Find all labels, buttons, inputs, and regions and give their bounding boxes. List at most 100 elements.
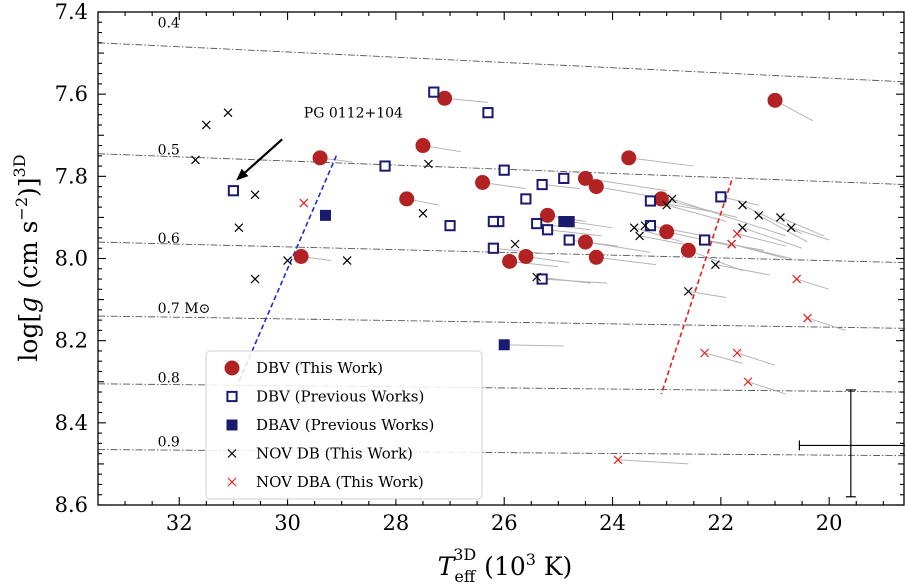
evo-line-1-1: [720, 196, 759, 206]
ytick-label-3: 8.0: [55, 247, 88, 271]
point-3-12: [629, 223, 639, 233]
point-4-0: [299, 198, 309, 208]
point-1-17: [699, 234, 711, 246]
point-3-24: [662, 200, 672, 210]
evo-line-3-3: [742, 227, 803, 249]
evo-line-3-5: [791, 227, 830, 241]
point-1-7: [520, 193, 532, 205]
point-1-12: [487, 215, 499, 228]
mass-label-5: 0.9: [158, 434, 180, 450]
evo-line-2-0: [569, 221, 613, 229]
point-4-3: [792, 274, 802, 284]
point-3-2: [191, 155, 200, 165]
xtick-label-0: 32: [166, 511, 193, 535]
point-3-8: [423, 159, 433, 169]
point-0-16: [502, 253, 518, 269]
point-2-0: [319, 209, 331, 221]
legend-marker-2: [226, 419, 238, 431]
point-0-0: [437, 90, 453, 106]
point-4-6: [732, 348, 742, 358]
evo-line-0-13: [688, 249, 743, 272]
point-3-18: [738, 200, 747, 210]
point-4-4: [803, 313, 812, 323]
legend-label-2: DBAV (Previous Works): [256, 416, 434, 434]
evo-line-4-6: [747, 381, 787, 395]
evo-line-0-4: [628, 157, 694, 167]
point-3-13: [635, 231, 645, 241]
evo-line-4-4: [704, 352, 743, 364]
evo-line-3-7: [666, 204, 727, 223]
evo-line-1-4: [547, 229, 602, 237]
point-1-14: [541, 224, 554, 236]
evo-line-4-1: [736, 233, 786, 247]
evo-line-3-0: [671, 198, 787, 237]
legend-label-3: NOV DB (This Work): [256, 445, 413, 463]
ytick-label-5: 8.4: [55, 411, 88, 435]
mass-label-3: 0.7 M⊙: [158, 301, 211, 317]
point-3-6: [283, 256, 292, 265]
evo-line-3-10: [715, 264, 770, 276]
point-1-6: [536, 178, 548, 191]
ytick-label-2: 7.8: [55, 164, 88, 188]
legend-marker-3: [227, 449, 237, 458]
evo-line-3-4: [780, 216, 824, 237]
point-1-0: [428, 86, 440, 98]
point-4-1: [727, 239, 737, 249]
point-0-14: [293, 248, 309, 264]
point-3-3: [250, 190, 260, 200]
point-1-1: [482, 107, 494, 119]
point-0-3: [312, 150, 328, 166]
point-1-16: [563, 234, 575, 246]
evo-line-3-8: [634, 227, 684, 243]
xtick-label-1: 30: [274, 511, 301, 535]
point-3-10: [510, 239, 520, 249]
point-0-8: [399, 191, 415, 207]
point-3-7: [342, 256, 352, 265]
evo-line-3-11: [688, 290, 727, 299]
point-1-9: [644, 195, 657, 207]
point-0-12: [577, 234, 593, 250]
point-1-18: [487, 242, 499, 254]
xtick-label-5: 22: [707, 511, 734, 535]
mass-track-0: [97, 42, 905, 83]
ytick-label-4: 8.2: [55, 329, 88, 353]
legend-box: [205, 350, 483, 500]
red-edge-line: [660, 180, 733, 395]
mass-label-1: 0.5: [158, 143, 180, 159]
point-3-19: [754, 210, 764, 220]
point-3-4: [234, 223, 244, 233]
point-0-5: [475, 174, 491, 190]
y-axis-label: log[g (cm s−2)]3D: [10, 154, 43, 361]
point-1-3: [379, 160, 391, 172]
point-1-15: [644, 220, 657, 232]
evo-line-3-2: [758, 214, 808, 243]
point-0-1: [767, 92, 783, 108]
point-0-6: [577, 170, 593, 186]
point-4-7: [743, 377, 753, 387]
blue-edge-line: [238, 155, 338, 383]
axis-labels: Teff3D (103 K) log[g (cm s−2)]3D: [10, 154, 572, 586]
point-0-17: [518, 248, 534, 264]
point-0-11: [659, 224, 675, 240]
point-0-13: [680, 242, 696, 258]
point-4-5: [700, 348, 710, 358]
point-1-13: [531, 217, 543, 230]
legend-marker-1: [226, 390, 238, 403]
point-2-2: [563, 216, 575, 228]
ytick-label-6: 8.6: [55, 493, 88, 517]
point-3-22: [786, 223, 796, 233]
point-3-0: [201, 120, 211, 130]
legend-marker-4: [227, 477, 237, 487]
point-0-15: [588, 249, 604, 265]
point-3-14: [640, 221, 650, 231]
evo-line-0-16: [509, 260, 559, 268]
evo-line-2-1: [504, 344, 564, 347]
mass-track-2: [97, 241, 905, 264]
point-1-10: [444, 220, 456, 232]
x-axis-label: Teff3D (103 K): [438, 545, 573, 586]
xtick-label-6: 20: [816, 511, 843, 535]
point-2-3: [498, 339, 510, 351]
point-1-4: [498, 164, 510, 176]
point-3-21: [776, 212, 785, 222]
